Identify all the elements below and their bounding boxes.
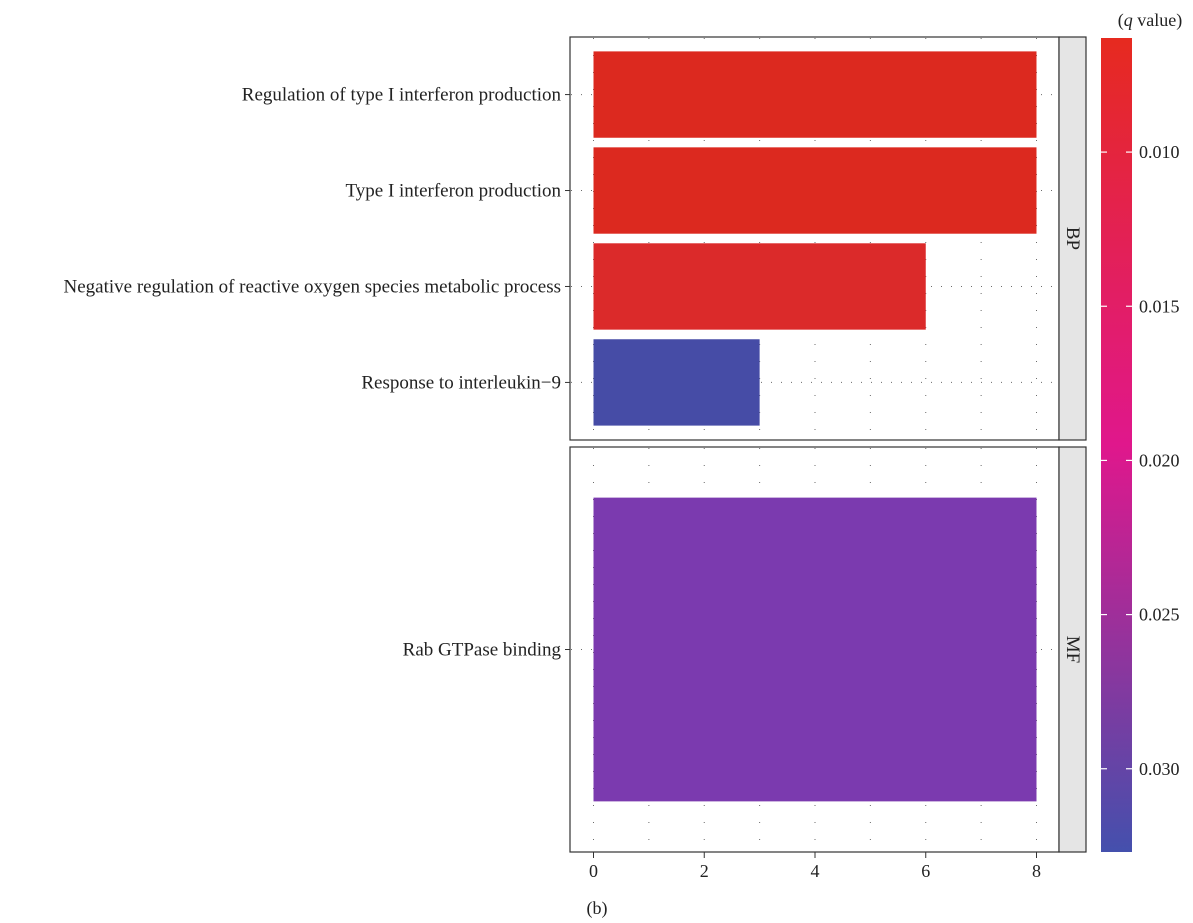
colorbar-tick-label: 0.025 [1139, 605, 1180, 625]
bar [593, 147, 1037, 234]
x-tick-label: 8 [1032, 861, 1041, 881]
category-label: Rab GTPase binding [403, 640, 562, 661]
panels: Regulation of type I interferon producti… [64, 36, 1087, 853]
colorbar-tick-label: 0.020 [1139, 450, 1180, 470]
colorbar-tick-label: 0.015 [1139, 296, 1180, 316]
x-tick-label: 4 [811, 861, 820, 881]
category-label: Negative regulation of reactive oxygen s… [64, 276, 562, 297]
facet-bp: Regulation of type I interferon producti… [64, 36, 1087, 441]
colorbar-tick-label: 0.010 [1139, 142, 1180, 162]
colorbar-gradient [1101, 38, 1132, 852]
bar [593, 243, 926, 330]
facet-strip-label: MF [1062, 636, 1083, 663]
colorbar-title: (q value) [1118, 10, 1182, 31]
bar [593, 339, 760, 426]
colorbar: 0.010 0.015 0.020 0.025 0.030 (q value) [1101, 10, 1182, 852]
x-tick-label: 2 [700, 861, 709, 881]
bar [593, 51, 1037, 138]
facet-strip [1058, 36, 1087, 441]
bar [593, 497, 1037, 802]
category-label: Response to interleukin−9 [361, 372, 561, 393]
x-tick-label: 6 [921, 861, 930, 881]
facet-mf: Rab GTPase binding MF [403, 446, 1087, 853]
figure-caption: (b) [587, 898, 608, 919]
facet-strip-label: BP [1062, 227, 1083, 250]
x-axis: 0 2 4 6 8 [589, 852, 1041, 881]
category-label: Regulation of type I interferon producti… [242, 85, 562, 106]
colorbar-tick-label: 0.030 [1139, 759, 1180, 779]
category-label: Type I interferon production [345, 181, 561, 202]
x-tick-label: 0 [589, 861, 598, 881]
facet-strip [1058, 446, 1087, 853]
